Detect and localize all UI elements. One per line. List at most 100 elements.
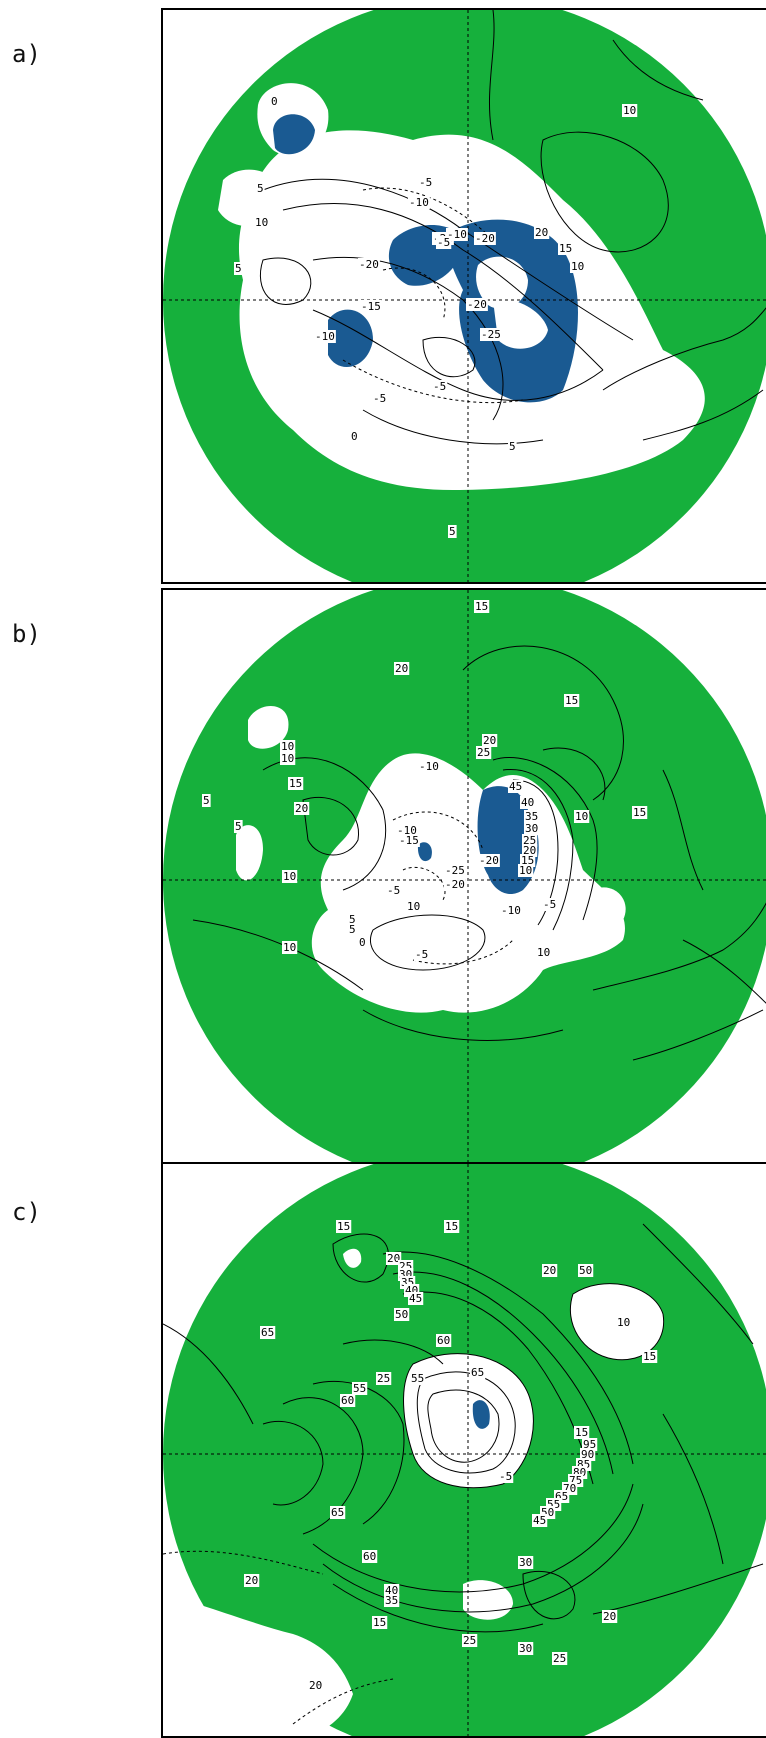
contour-label: -5 [415,948,428,961]
contour-label: -10 [501,904,521,917]
contour-label: 65 [261,1326,274,1339]
contour-label: 20 [535,226,548,239]
contour-label: 10 [283,870,296,883]
contour-label: -25 [445,864,465,877]
panel-a-map: 10 5 10 5 0 -5 -10 -20 -20 -10 -20 -15 -… [161,8,766,584]
contour-label: 10 [571,260,584,273]
contour-label: 65 [331,1506,344,1519]
contour-label: 0 [359,936,366,949]
contour-label: -10 [315,330,335,343]
contour-label: 65 [471,1366,484,1379]
contour-label: 35 [525,810,538,823]
strong-negative-region-1 [273,114,315,155]
negative-region-sw [163,1594,353,1736]
contour-label: -10 [409,196,429,209]
contour-labels: 10 5 10 5 0 -5 -10 -20 -20 -10 -20 -15 -… [234,95,638,538]
contour-label: -10 [447,228,467,241]
contour-label: 10 [575,810,588,823]
contour-label: 15 [559,242,572,255]
contour-label: 15 [565,694,578,707]
contour-label: 35 [385,1594,398,1607]
strong-negative-region [472,1400,490,1429]
contour-label: 90 [581,1448,594,1461]
contour-label: 5 [509,440,516,453]
contour-label: 30 [525,822,538,835]
negative-region-small [218,169,283,227]
contour-label: 95 [583,1438,596,1451]
contour-label: 10 [623,104,636,117]
contour-label: 10 [617,1316,630,1329]
contour-label: 5 [235,262,242,275]
contour-label: 10 [283,941,296,954]
contour-label: 60 [341,1394,354,1407]
contour-label: 15 [289,777,302,790]
contour-label: -20 [467,298,487,311]
panel-b-map: 15 20 15 10 10 15 20 5 5 10 10 20 25 45 … [161,588,766,1164]
contour-label: 20 [245,1574,258,1587]
contour-label: 40 [521,796,534,809]
contour-label: 60 [363,1550,376,1563]
contour-label: 25 [553,1652,566,1665]
contour-label: -5 [387,884,400,897]
contour-label: -20 [445,878,465,891]
contour-label: 20 [603,1610,616,1623]
contour-label: 10 [519,864,532,877]
contour-label: -5 [433,380,446,393]
contour-label: 50 [579,1264,592,1277]
contour-label: 25 [477,746,490,759]
contour-label: -5 [499,1470,512,1483]
contour-label: 20 [543,1264,556,1277]
contour-label: 15 [643,1350,656,1363]
panel-c-map: 15 15 20 20 25 30 35 40 45 50 60 65 25 5… [161,1162,766,1738]
contour-label: 5 [235,820,242,833]
contour-label: 20 [295,802,308,815]
contour-labels: 15 20 15 10 10 15 20 5 5 10 10 20 25 45 … [202,600,648,961]
contour-label: 45 [509,780,522,793]
contour-label: 20 [395,662,408,675]
contour-label: 15 [475,600,488,613]
contour-label: 5 [449,525,456,538]
contour-label: 5 [349,913,356,926]
contour-label: 15 [373,1616,386,1629]
contour-label: -5 [543,898,556,911]
contour-label: 20 [309,1679,322,1692]
contour-label: 25 [377,1372,390,1385]
contour-label: 0 [271,95,278,108]
contour-label: 15 [337,1220,350,1233]
panel-c-label: c) [12,1198,41,1226]
contour-label: -20 [479,854,499,867]
contour-label: -15 [361,300,381,313]
contour-label: 45 [409,1292,422,1305]
contour-label: 15 [445,1220,458,1233]
contour-label: -25 [481,328,501,341]
contour-label: -10 [419,760,439,773]
contour-label: 15 [521,854,534,867]
contour-label: 20 [483,734,496,747]
contour-label: 55 [353,1382,366,1395]
contour-label: 45 [533,1514,546,1527]
contour-label: -5 [373,392,386,405]
contour-label: 30 [519,1556,532,1569]
contour-label: 5 [257,182,264,195]
contour-label: 30 [519,1642,532,1655]
contour-label: -20 [359,258,379,271]
contour-label: 10 [255,216,268,229]
contour-label: -20 [475,232,495,245]
contour-label: 20 [387,1252,400,1265]
contour-label: 10 [281,740,294,753]
contour-label: 55 [411,1372,424,1385]
contour-label: 60 [437,1334,450,1347]
contour-label: 50 [395,1308,408,1321]
contour-label: -15 [399,834,419,847]
contour-label: 5 [203,794,210,807]
contour-label: -5 [437,236,450,249]
contour-label: -5 [419,176,432,189]
contour-label: 20 [523,844,536,857]
contour-label: 25 [463,1634,476,1647]
contour-label: 40 [385,1584,398,1597]
contour-label: 15 [633,806,646,819]
contour-label: 0 [351,430,358,443]
contour-label: 10 [281,752,294,765]
panel-a-label: a) [12,40,41,68]
contour-label: 10 [537,946,550,959]
